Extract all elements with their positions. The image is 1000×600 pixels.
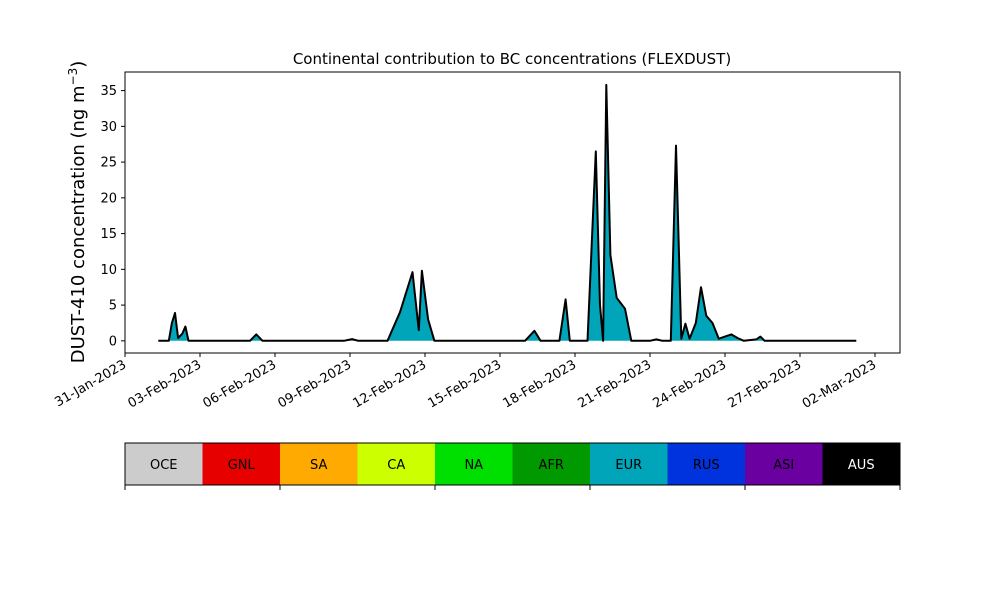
legend-frame bbox=[124, 442, 901, 486]
legend-label-gnl: GNL bbox=[228, 458, 256, 473]
x-tick-label: 12-Feb-2023 bbox=[350, 357, 429, 411]
y-axis-label-main: DUST-410 concentration (ng m bbox=[68, 85, 89, 363]
y-tick-label: 10 bbox=[100, 263, 117, 278]
svg-text:DUST-410 concentration (ng m−3: DUST-410 concentration (ng m−3) bbox=[66, 61, 89, 364]
y-axis-label: DUST-410 concentration (ng m−3) bbox=[66, 61, 89, 364]
chart-title: Continental contribution to BC concentra… bbox=[293, 50, 731, 68]
line-layer bbox=[158, 83, 857, 342]
y-ticks: 0 5 10 15 20 25 30 35 bbox=[100, 84, 125, 349]
x-tick-label: 06-Feb-2023 bbox=[200, 357, 279, 411]
y-tick-label: 20 bbox=[100, 191, 117, 206]
plot-frame bbox=[124, 71, 901, 354]
x-tick-label: 15-Feb-2023 bbox=[425, 357, 504, 411]
y-tick-label: 30 bbox=[100, 120, 117, 135]
x-tick-label: 03-Feb-2023 bbox=[125, 357, 204, 411]
x-tick-label: 02-Mar-2023 bbox=[800, 357, 879, 411]
x-tick-label: 24-Feb-2023 bbox=[650, 357, 729, 411]
y-tick-label: 5 bbox=[109, 299, 117, 314]
legend-label-asi: ASI bbox=[773, 458, 794, 473]
legend-label-rus: RUS bbox=[693, 458, 720, 473]
y-tick-label: 25 bbox=[100, 156, 117, 171]
x-tick-label: 18-Feb-2023 bbox=[500, 357, 579, 411]
legend-label-ca: CA bbox=[387, 458, 405, 473]
legend-label-sa: SA bbox=[310, 458, 327, 473]
y-tick-label: 15 bbox=[100, 227, 117, 242]
x-tick-label: 31-Jan-2023 bbox=[52, 357, 129, 410]
legend-swatch-oce bbox=[125, 443, 203, 485]
x-tick-label: 27-Feb-2023 bbox=[725, 357, 804, 411]
y-axis-label-close: ) bbox=[68, 61, 89, 68]
legend-swatch-asi bbox=[745, 443, 823, 485]
legend-label-aus: AUS bbox=[848, 458, 875, 473]
legend-label-eur: EUR bbox=[615, 458, 642, 473]
x-tick-label: 21-Feb-2023 bbox=[575, 357, 654, 411]
legend-swatch-eur bbox=[590, 443, 668, 485]
legend-swatch-sa bbox=[280, 443, 358, 485]
legend-label-na: NA bbox=[464, 458, 483, 473]
legend-swatch-afr bbox=[512, 443, 591, 485]
y-tick-label: 35 bbox=[100, 84, 117, 99]
legend-swatch-na bbox=[435, 443, 513, 485]
x-ticks: 31-Jan-202303-Feb-202306-Feb-202309-Feb-… bbox=[52, 353, 879, 412]
legend-label-oce: OCE bbox=[150, 458, 178, 473]
x-tick-label: 09-Feb-2023 bbox=[275, 357, 354, 411]
legend-swatch-rus bbox=[667, 443, 746, 485]
y-tick-label: 0 bbox=[109, 334, 117, 349]
legend-swatch-ca bbox=[357, 443, 436, 485]
total-line bbox=[158, 83, 857, 342]
y-axis-label-superscript: −3 bbox=[66, 68, 80, 86]
legend-swatch-gnl bbox=[202, 443, 281, 485]
area-series-eur bbox=[158, 84, 857, 341]
legend-label-afr: AFR bbox=[539, 458, 564, 473]
color-legend: OCE GNL SA CA NA AFR EUR RUS ASI AUS bbox=[124, 442, 901, 490]
legend-swatch-aus bbox=[822, 443, 901, 485]
area-layer bbox=[158, 84, 857, 341]
